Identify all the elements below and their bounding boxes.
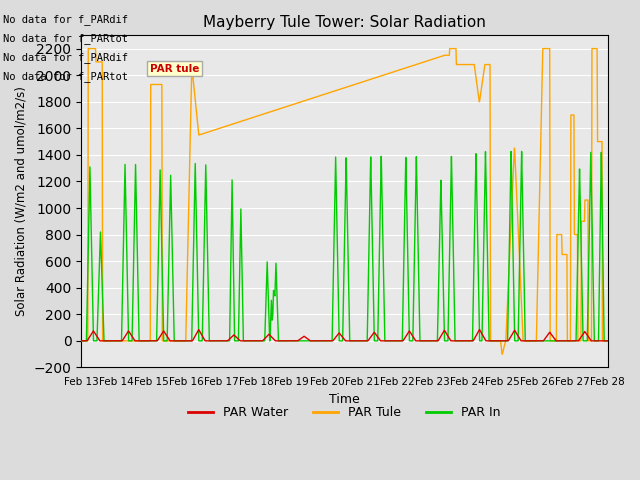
Text: No data for f_PARdif: No data for f_PARdif bbox=[3, 13, 128, 24]
Text: No data for f_PARtot: No data for f_PARtot bbox=[3, 71, 128, 82]
Legend: PAR Water, PAR Tule, PAR In: PAR Water, PAR Tule, PAR In bbox=[183, 401, 506, 424]
Text: No data for f_PARtot: No data for f_PARtot bbox=[3, 33, 128, 44]
Text: No data for f_PARdif: No data for f_PARdif bbox=[3, 52, 128, 63]
X-axis label: Time: Time bbox=[329, 393, 360, 406]
Text: PAR tule: PAR tule bbox=[150, 64, 199, 74]
Title: Mayberry Tule Tower: Solar Radiation: Mayberry Tule Tower: Solar Radiation bbox=[203, 15, 486, 30]
Y-axis label: Solar Radiation (W/m2 and umol/m2/s): Solar Radiation (W/m2 and umol/m2/s) bbox=[15, 86, 28, 316]
